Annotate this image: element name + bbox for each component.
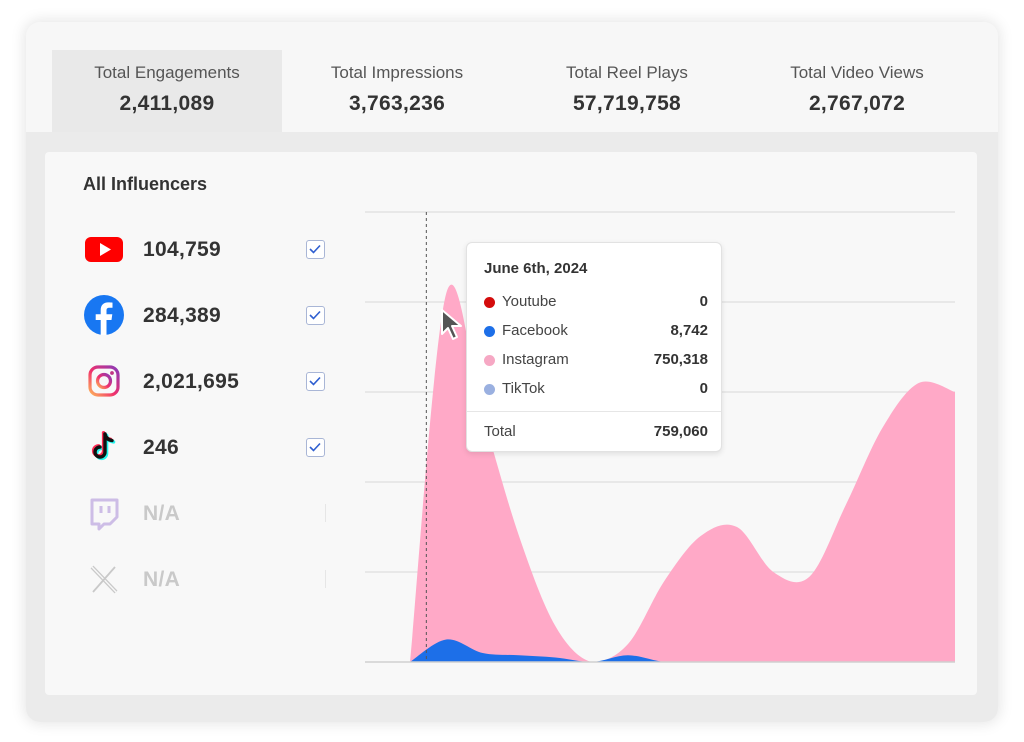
tab-total-video-views[interactable]: Total Video Views 2,767,072 [742,50,972,132]
facebook-checkbox[interactable] [306,306,325,325]
tab-value: 2,411,089 [119,92,215,115]
tab-value: 2,767,072 [808,92,906,115]
tooltip-row-youtube: Youtube 0 [484,292,708,312]
youtube-icon [85,237,123,262]
content-area: All Influencers 104,759 284,389 [26,132,998,722]
twitch-icon [90,498,119,531]
chart-tooltip: June 6th, 2024 Youtube 0 Facebook 8,742 … [466,242,722,452]
tab-label: Total Impressions [330,63,464,82]
tab-value: 57,719,758 [572,92,682,115]
tooltip-row-tiktok: TikTok 0 [484,379,708,399]
tooltip-series-value: 8,742 [670,322,708,339]
legend-dot [484,297,495,308]
tab-value: 3,763,236 [348,92,446,115]
series-area-instagram [410,284,955,662]
platform-row-twitch: N/A [83,492,333,536]
tooltip-total-value: 759,060 [653,423,708,440]
twitch-checkbox-disabled [325,504,326,522]
card-title: All Influencers [83,174,208,194]
youtube-checkbox[interactable] [306,240,325,259]
series-area-facebook [410,639,955,662]
tooltip-total-label: Total [484,423,516,440]
platform-row-x: N/A [83,558,333,602]
tab-label: Total Reel Plays [566,63,688,82]
tab-total-reel-plays[interactable]: Total Reel Plays 57,719,758 [512,50,742,132]
platform-value: N/A [143,502,181,525]
tooltip-series-value: 750,318 [653,351,708,368]
mouse-cursor-icon [441,309,462,340]
dashboard-frame: Total Engagements 2,411,089 Total Impres… [26,22,998,722]
tooltip-series-value: 0 [699,380,708,397]
tooltip-total: Total 759,060 [484,423,708,440]
tooltip-series-value: 0 [699,293,708,310]
tiktok-icon [91,431,116,461]
platform-row-tiktok: 246 [83,426,333,470]
instagram-icon [88,365,120,397]
x-icon [90,565,118,594]
platform-value: 104,759 [143,238,222,261]
legend-dot [484,384,495,395]
tooltip-divider [467,411,721,412]
platform-value: N/A [143,568,181,591]
tooltip-row-facebook: Facebook 8,742 [484,321,708,341]
tooltip-series-name: Facebook [502,322,568,339]
tab-total-engagements[interactable]: Total Engagements 2,411,089 [52,50,282,132]
tiktok-checkbox[interactable] [306,438,325,457]
platform-value: 284,389 [143,304,222,327]
tooltip-series-name: TikTok [502,380,545,397]
platform-value: 2,021,695 [143,370,240,393]
legend-dot [484,326,495,337]
tooltip-series-name: Youtube [502,293,557,310]
facebook-icon [84,295,124,335]
platform-row-youtube: 104,759 [83,228,333,272]
platform-row-instagram: 2,021,695 [83,360,333,404]
metric-tabs: Total Engagements 2,411,089 Total Impres… [26,22,998,132]
x-checkbox-disabled [325,570,326,588]
platform-value: 246 [143,436,179,459]
tooltip-row-instagram: Instagram 750,318 [484,350,708,370]
platform-row-facebook: 284,389 [83,294,333,338]
tab-label: Total Video Views [790,63,924,82]
instagram-checkbox[interactable] [306,372,325,391]
tab-label: Total Engagements [94,63,240,82]
tab-total-impressions[interactable]: Total Impressions 3,763,236 [282,50,512,132]
legend-dot [484,355,495,366]
tooltip-date: June 6th, 2024 [484,260,588,277]
tooltip-series-name: Instagram [502,351,569,368]
influencers-card: All Influencers 104,759 284,389 [45,152,977,695]
engagement-area-chart[interactable] [365,202,955,672]
